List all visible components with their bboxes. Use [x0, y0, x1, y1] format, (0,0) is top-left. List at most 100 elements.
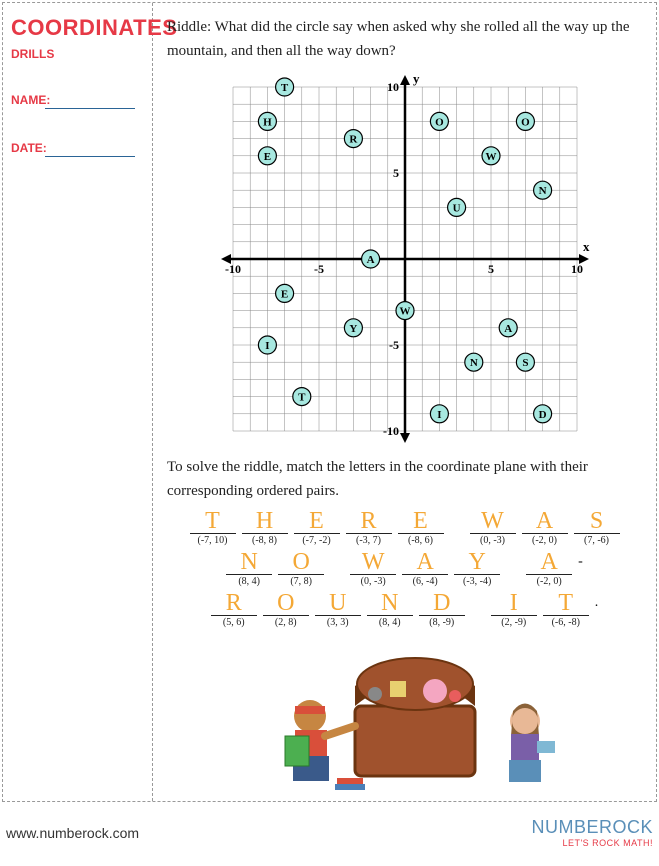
date-field-row: DATE: [11, 139, 144, 157]
answer-blank: D (8, -9) [419, 591, 465, 628]
answer-coord: (-2, 0) [532, 535, 557, 546]
answer-letter: A [416, 550, 433, 574]
svg-text:y: y [413, 71, 420, 86]
blank-line [491, 615, 537, 616]
worksheet-frame: COORDINATES DRILLS NAME: DATE: Riddle: W… [2, 2, 657, 802]
answer-blank: O (7, 8) [278, 550, 324, 587]
answer-blank: O (2, 8) [263, 591, 309, 628]
illustration-wrap [167, 636, 642, 806]
answer-letter: O [292, 550, 309, 574]
answer-coord: (-3, 7) [356, 535, 381, 546]
answer-coord: (-6, -8) [552, 617, 580, 628]
answer-coord: (-7, 10) [198, 535, 228, 546]
answer-coord: (0, -3) [361, 576, 386, 587]
svg-text:H: H [263, 116, 272, 128]
answer-letter: D [433, 591, 450, 615]
answer-coord: (-7, -2) [302, 535, 330, 546]
answer-row-3: R(5, 6)O(2, 8)U(3, 3)N(8, 4)D(8, -9)I(2,… [167, 591, 642, 628]
svg-text:T: T [280, 82, 288, 94]
blank-line [419, 615, 465, 616]
svg-text:S: S [522, 357, 528, 369]
blank-line [278, 574, 324, 575]
answer-blank: N(8, 4) [367, 591, 413, 628]
answer-blank: A (6, -4) [402, 550, 448, 587]
footer-url: www.numberock.com [6, 825, 139, 841]
dash-separator: - [578, 554, 583, 584]
svg-text:W: W [485, 151, 496, 163]
blank-line [263, 615, 309, 616]
footer: www.numberock.com NUMBEROCK LET'S ROCK M… [2, 817, 657, 848]
blank-line [294, 533, 340, 534]
blank-line [398, 533, 444, 534]
answer-blank: S(7, -6) [574, 509, 620, 546]
blank-line [242, 533, 288, 534]
answer-letter: Y [468, 550, 485, 574]
brand-logo-text: NUMBEROCK [531, 817, 653, 838]
blank-line [226, 574, 272, 575]
answer-coord: (8, -9) [429, 617, 454, 628]
answer-blank: W(0, -3) [350, 550, 396, 587]
blank-line [190, 533, 236, 534]
blank-line [526, 574, 572, 575]
svg-text:N: N [538, 185, 546, 197]
answer-letter: E [309, 509, 324, 533]
svg-text:I: I [265, 340, 269, 352]
svg-text:x: x [583, 239, 590, 254]
coordinate-graph: -10-10-5-5551010xyTHROOEWNUAEWYAINSTID [215, 69, 595, 449]
main-content: Riddle: What did the circle say when ask… [153, 3, 656, 801]
answer-blank: Y (-3, -4) [454, 550, 500, 587]
answer-coord: (6, -4) [413, 576, 438, 587]
instruction-text: To solve the riddle, match the letters i… [167, 455, 642, 503]
answer-coord: (2, 8) [275, 617, 297, 628]
answer-blank: A(-2, 0) [522, 509, 568, 546]
answer-coord: (-3, -4) [463, 576, 491, 587]
blank-line [574, 533, 620, 534]
answer-coord: (8, 4) [238, 576, 260, 587]
answer-letter: T [205, 509, 220, 533]
svg-text:W: W [399, 306, 410, 318]
blank-line [470, 533, 516, 534]
answer-blank: T (-6, -8) [543, 591, 589, 628]
svg-text:U: U [452, 202, 460, 214]
answer-letter: R [226, 591, 242, 615]
svg-text:N: N [469, 357, 477, 369]
answer-blank: U(3, 3) [315, 591, 361, 628]
svg-text:5: 5 [393, 166, 399, 180]
svg-text:O: O [435, 116, 444, 128]
answer-letter: O [277, 591, 294, 615]
svg-text:O: O [521, 116, 530, 128]
brand-tagline: LET'S ROCK MATH! [531, 838, 653, 848]
blank-line [211, 615, 257, 616]
svg-text:-5: -5 [314, 262, 324, 276]
name-field-row: NAME: [11, 91, 144, 109]
answer-coord: (5, 6) [223, 617, 245, 628]
sidebar: COORDINATES DRILLS NAME: DATE: [3, 3, 153, 801]
blank-line [522, 533, 568, 534]
name-input-line[interactable] [45, 95, 135, 109]
answer-blank: W(0, -3) [470, 509, 516, 546]
answer-coord: (7, 8) [290, 576, 312, 587]
blank-line [315, 615, 361, 616]
blank-line [346, 533, 392, 534]
blank-line [454, 574, 500, 575]
answer-row-2: N(8, 4)O(7, 8)W(0, -3)A(6, -4)Y(-3, -4)A… [167, 550, 642, 587]
answer-blank: H(-8, 8) [242, 509, 288, 546]
svg-text:R: R [349, 134, 358, 146]
answer-blank: E(-8, 6) [398, 509, 444, 546]
svg-text:I: I [437, 409, 441, 421]
date-input-line[interactable] [45, 143, 135, 157]
svg-text:-10: -10 [383, 424, 399, 438]
answer-letter: T [558, 591, 573, 615]
worksheet-subtitle: DRILLS [11, 47, 144, 61]
treasure-illustration [225, 636, 585, 806]
answer-coord: (7, -6) [584, 535, 609, 546]
answer-blank: T (-7, 10) [190, 509, 236, 546]
date-label: DATE: [11, 141, 41, 155]
answer-blank: R (-3, 7) [346, 509, 392, 546]
answer-letter: E [413, 509, 428, 533]
answer-letter: R [360, 509, 376, 533]
svg-text:E: E [280, 288, 287, 300]
svg-text:A: A [366, 254, 374, 266]
svg-text:-5: -5 [389, 338, 399, 352]
answer-coord: (8, 4) [379, 617, 401, 628]
